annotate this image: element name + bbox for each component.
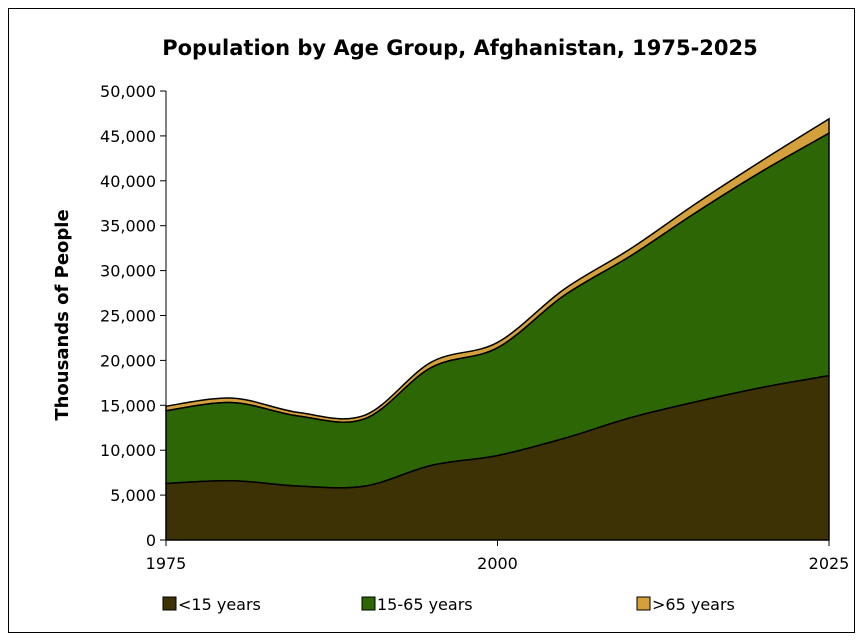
legend-label: >65 years — [652, 595, 735, 614]
chart-title: Population by Age Group, Afghanistan, 19… — [162, 36, 758, 60]
legend-label: 15-65 years — [377, 595, 473, 614]
legend-swatch — [163, 597, 176, 610]
y-tick-label: 30,000 — [100, 262, 156, 281]
legend-swatch — [362, 597, 375, 610]
y-tick-label: 15,000 — [100, 396, 156, 415]
y-axis-label: Thousands of People — [52, 209, 73, 420]
y-tick-label: 45,000 — [100, 127, 156, 146]
legend-item: <15 years — [163, 595, 261, 614]
y-tick-label: 20,000 — [100, 351, 156, 370]
x-tick-label: 2000 — [477, 554, 518, 573]
legend: <15 years 15-65 years >65 years — [163, 595, 735, 614]
legend-item: 15-65 years — [362, 595, 473, 614]
y-tick-label: 35,000 — [100, 217, 156, 236]
legend-label: <15 years — [178, 595, 261, 614]
y-tick-label: 50,000 — [100, 82, 156, 101]
area-layer — [166, 119, 829, 540]
x-tick-label: 2025 — [809, 554, 850, 573]
x-tick-label: 1975 — [146, 554, 187, 573]
y-tick-label: 5,000 — [110, 486, 156, 505]
legend-swatch — [637, 597, 650, 610]
legend-item: >65 years — [637, 595, 735, 614]
y-tick-label: 0 — [146, 531, 156, 550]
y-tick-label: 10,000 — [100, 441, 156, 460]
y-tick-label: 40,000 — [100, 172, 156, 191]
y-tick-label: 25,000 — [100, 307, 156, 326]
